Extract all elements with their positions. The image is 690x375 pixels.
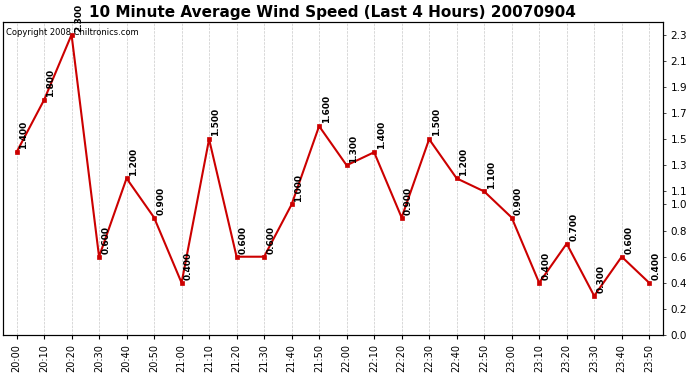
Text: 1.200: 1.200 xyxy=(129,147,138,176)
Text: 1.300: 1.300 xyxy=(349,134,358,162)
Text: 2.300: 2.300 xyxy=(74,4,83,32)
Text: 1.500: 1.500 xyxy=(431,108,441,136)
Text: 1.200: 1.200 xyxy=(459,147,468,176)
Text: 0.700: 0.700 xyxy=(569,213,578,241)
Text: 0.900: 0.900 xyxy=(404,187,413,215)
Text: 1.400: 1.400 xyxy=(377,121,386,150)
Text: 1.000: 1.000 xyxy=(294,174,303,202)
Text: Copyright 2008 Chiltronics.com: Copyright 2008 Chiltronics.com xyxy=(6,28,139,37)
Text: 1.100: 1.100 xyxy=(486,160,495,189)
Text: 0.600: 0.600 xyxy=(266,226,275,254)
Text: 0.400: 0.400 xyxy=(184,252,193,280)
Text: 0.900: 0.900 xyxy=(157,187,166,215)
Text: 0.900: 0.900 xyxy=(514,187,523,215)
Text: 1.600: 1.600 xyxy=(322,95,331,123)
Text: 0.300: 0.300 xyxy=(597,265,606,293)
Text: 1.800: 1.800 xyxy=(46,69,55,97)
Text: 0.600: 0.600 xyxy=(624,226,633,254)
Text: 1.400: 1.400 xyxy=(19,121,28,150)
Text: 0.400: 0.400 xyxy=(651,252,660,280)
Text: 0.600: 0.600 xyxy=(101,226,110,254)
Text: 0.600: 0.600 xyxy=(239,226,248,254)
Title: 10 Minute Average Wind Speed (Last 4 Hours) 20070904: 10 Minute Average Wind Speed (Last 4 Hou… xyxy=(90,6,576,21)
Text: 0.400: 0.400 xyxy=(542,252,551,280)
Text: 1.500: 1.500 xyxy=(212,108,221,136)
